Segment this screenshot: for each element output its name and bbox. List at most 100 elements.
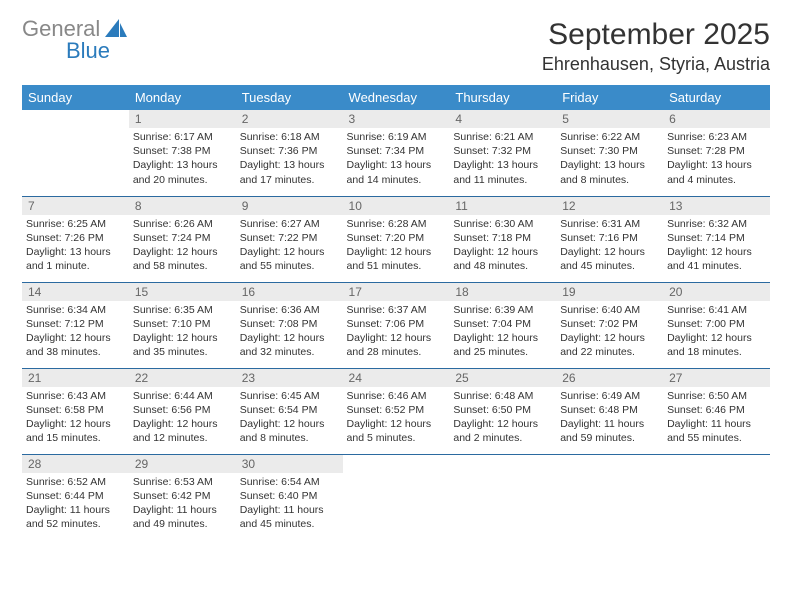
day-details: Sunrise: 6:25 AMSunset: 7:26 PMDaylight:… [22,215,129,278]
day-details: Sunrise: 6:34 AMSunset: 7:12 PMDaylight:… [22,301,129,364]
calendar-row: 28Sunrise: 6:52 AMSunset: 6:44 PMDayligh… [22,454,770,540]
calendar-cell [22,110,129,196]
day-details: Sunrise: 6:45 AMSunset: 6:54 PMDaylight:… [236,387,343,450]
calendar-cell [449,454,556,540]
weekday-header: Thursday [449,85,556,110]
calendar-cell: 2Sunrise: 6:18 AMSunset: 7:36 PMDaylight… [236,110,343,196]
day-number: 15 [129,283,236,301]
day-number: 10 [343,197,450,215]
day-details: Sunrise: 6:43 AMSunset: 6:58 PMDaylight:… [22,387,129,450]
day-details: Sunrise: 6:18 AMSunset: 7:36 PMDaylight:… [236,128,343,191]
day-details: Sunrise: 6:31 AMSunset: 7:16 PMDaylight:… [556,215,663,278]
day-details: Sunrise: 6:49 AMSunset: 6:48 PMDaylight:… [556,387,663,450]
day-details: Sunrise: 6:36 AMSunset: 7:08 PMDaylight:… [236,301,343,364]
day-number: 26 [556,369,663,387]
day-details: Sunrise: 6:26 AMSunset: 7:24 PMDaylight:… [129,215,236,278]
day-number: 2 [236,110,343,128]
calendar-cell: 18Sunrise: 6:39 AMSunset: 7:04 PMDayligh… [449,282,556,368]
page-title: September 2025 [542,18,770,52]
day-number: 11 [449,197,556,215]
day-number: 24 [343,369,450,387]
brand-logo: General Blue [22,18,127,62]
weekday-header: Tuesday [236,85,343,110]
weekday-header: Monday [129,85,236,110]
calendar-cell [663,454,770,540]
day-number: 29 [129,455,236,473]
calendar-row: 7Sunrise: 6:25 AMSunset: 7:26 PMDaylight… [22,196,770,282]
day-details: Sunrise: 6:35 AMSunset: 7:10 PMDaylight:… [129,301,236,364]
calendar-cell: 7Sunrise: 6:25 AMSunset: 7:26 PMDaylight… [22,196,129,282]
calendar-table: Sunday Monday Tuesday Wednesday Thursday… [22,85,770,540]
calendar-cell: 26Sunrise: 6:49 AMSunset: 6:48 PMDayligh… [556,368,663,454]
page-subtitle: Ehrenhausen, Styria, Austria [542,54,770,75]
calendar-cell: 20Sunrise: 6:41 AMSunset: 7:00 PMDayligh… [663,282,770,368]
calendar-cell: 23Sunrise: 6:45 AMSunset: 6:54 PMDayligh… [236,368,343,454]
calendar-cell: 15Sunrise: 6:35 AMSunset: 7:10 PMDayligh… [129,282,236,368]
day-details: Sunrise: 6:50 AMSunset: 6:46 PMDaylight:… [663,387,770,450]
day-details: Sunrise: 6:23 AMSunset: 7:28 PMDaylight:… [663,128,770,191]
calendar-cell: 12Sunrise: 6:31 AMSunset: 7:16 PMDayligh… [556,196,663,282]
calendar-cell [556,454,663,540]
calendar-row: 14Sunrise: 6:34 AMSunset: 7:12 PMDayligh… [22,282,770,368]
day-details: Sunrise: 6:54 AMSunset: 6:40 PMDaylight:… [236,473,343,536]
day-details: Sunrise: 6:44 AMSunset: 6:56 PMDaylight:… [129,387,236,450]
calendar-cell: 30Sunrise: 6:54 AMSunset: 6:40 PMDayligh… [236,454,343,540]
calendar-cell: 29Sunrise: 6:53 AMSunset: 6:42 PMDayligh… [129,454,236,540]
day-details: Sunrise: 6:39 AMSunset: 7:04 PMDaylight:… [449,301,556,364]
day-details: Sunrise: 6:22 AMSunset: 7:30 PMDaylight:… [556,128,663,191]
calendar-cell: 21Sunrise: 6:43 AMSunset: 6:58 PMDayligh… [22,368,129,454]
calendar-cell: 19Sunrise: 6:40 AMSunset: 7:02 PMDayligh… [556,282,663,368]
day-number: 19 [556,283,663,301]
calendar-cell: 1Sunrise: 6:17 AMSunset: 7:38 PMDaylight… [129,110,236,196]
day-number: 4 [449,110,556,128]
weekday-header: Wednesday [343,85,450,110]
calendar-cell: 17Sunrise: 6:37 AMSunset: 7:06 PMDayligh… [343,282,450,368]
day-number: 20 [663,283,770,301]
calendar-cell: 16Sunrise: 6:36 AMSunset: 7:08 PMDayligh… [236,282,343,368]
day-details: Sunrise: 6:46 AMSunset: 6:52 PMDaylight:… [343,387,450,450]
day-details: Sunrise: 6:27 AMSunset: 7:22 PMDaylight:… [236,215,343,278]
day-number: 3 [343,110,450,128]
calendar-cell: 5Sunrise: 6:22 AMSunset: 7:30 PMDaylight… [556,110,663,196]
page-header: General Blue September 2025 Ehrenhausen,… [22,18,770,75]
day-details: Sunrise: 6:48 AMSunset: 6:50 PMDaylight:… [449,387,556,450]
day-details: Sunrise: 6:32 AMSunset: 7:14 PMDaylight:… [663,215,770,278]
day-number: 30 [236,455,343,473]
weekday-header: Saturday [663,85,770,110]
calendar-cell: 8Sunrise: 6:26 AMSunset: 7:24 PMDaylight… [129,196,236,282]
title-block: September 2025 Ehrenhausen, Styria, Aust… [542,18,770,75]
day-number: 13 [663,197,770,215]
day-details: Sunrise: 6:37 AMSunset: 7:06 PMDaylight:… [343,301,450,364]
day-number: 12 [556,197,663,215]
day-number: 6 [663,110,770,128]
calendar-cell: 10Sunrise: 6:28 AMSunset: 7:20 PMDayligh… [343,196,450,282]
weekday-header-row: Sunday Monday Tuesday Wednesday Thursday… [22,85,770,110]
day-details: Sunrise: 6:21 AMSunset: 7:32 PMDaylight:… [449,128,556,191]
calendar-cell: 24Sunrise: 6:46 AMSunset: 6:52 PMDayligh… [343,368,450,454]
day-number: 16 [236,283,343,301]
weekday-header: Friday [556,85,663,110]
day-details: Sunrise: 6:52 AMSunset: 6:44 PMDaylight:… [22,473,129,536]
weekday-header: Sunday [22,85,129,110]
calendar-row: 21Sunrise: 6:43 AMSunset: 6:58 PMDayligh… [22,368,770,454]
calendar-cell: 14Sunrise: 6:34 AMSunset: 7:12 PMDayligh… [22,282,129,368]
day-number: 22 [129,369,236,387]
day-details: Sunrise: 6:40 AMSunset: 7:02 PMDaylight:… [556,301,663,364]
day-number: 9 [236,197,343,215]
calendar-cell: 22Sunrise: 6:44 AMSunset: 6:56 PMDayligh… [129,368,236,454]
day-number: 27 [663,369,770,387]
day-number: 8 [129,197,236,215]
day-number: 5 [556,110,663,128]
day-number: 1 [129,110,236,128]
calendar-cell: 3Sunrise: 6:19 AMSunset: 7:34 PMDaylight… [343,110,450,196]
day-number: 28 [22,455,129,473]
day-number: 25 [449,369,556,387]
calendar-cell: 9Sunrise: 6:27 AMSunset: 7:22 PMDaylight… [236,196,343,282]
day-details: Sunrise: 6:17 AMSunset: 7:38 PMDaylight:… [129,128,236,191]
calendar-cell: 13Sunrise: 6:32 AMSunset: 7:14 PMDayligh… [663,196,770,282]
logo-word-1: General [22,16,100,41]
calendar-cell: 11Sunrise: 6:30 AMSunset: 7:18 PMDayligh… [449,196,556,282]
day-number: 7 [22,197,129,215]
calendar-cell: 6Sunrise: 6:23 AMSunset: 7:28 PMDaylight… [663,110,770,196]
calendar-cell: 25Sunrise: 6:48 AMSunset: 6:50 PMDayligh… [449,368,556,454]
